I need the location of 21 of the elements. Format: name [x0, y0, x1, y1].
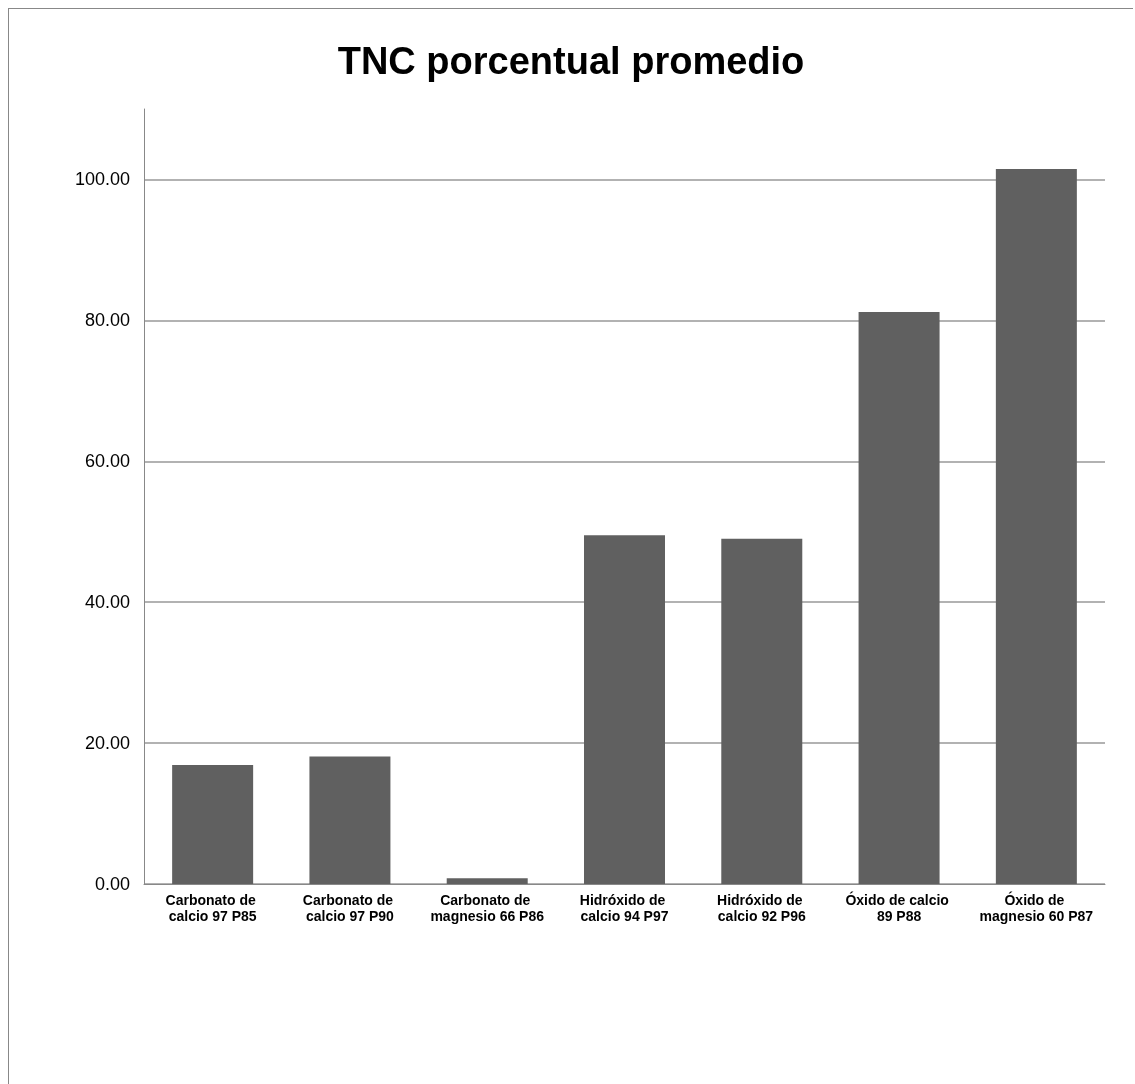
bar	[172, 764, 254, 884]
bar	[584, 535, 665, 884]
bar	[721, 538, 803, 884]
x-tick-label: Óxido de magnesio 60 P87	[979, 891, 1094, 924]
x-tick-label: Carbonato de calcio 97 P85	[165, 892, 260, 924]
x-tick-label: Carbonato de calcio 97 P90	[302, 892, 397, 924]
bar	[858, 311, 940, 884]
bar	[446, 878, 528, 884]
y-tick-label: 0.00	[94, 874, 130, 894]
x-tick-label: Hidróxido de calcio 94 P97	[579, 892, 670, 924]
y-tick-label: 40.00	[84, 592, 130, 613]
bar	[309, 756, 391, 884]
bar	[995, 168, 1077, 884]
x-tick-label: Óxido de calcio 89 P88	[845, 891, 953, 924]
y-tick-label: 20.00	[84, 733, 130, 754]
x-tick-label: Carbonato de magnesio 66 P86	[430, 892, 545, 924]
chart-title: TNC porcentual promedio	[337, 40, 805, 82]
y-tick-label: 100.00	[74, 169, 130, 190]
y-tick-label: 60.00	[84, 451, 130, 472]
x-tick-label: Hidróxido de calcio 92 P96	[717, 892, 807, 924]
y-tick-label: 80.00	[84, 310, 130, 331]
